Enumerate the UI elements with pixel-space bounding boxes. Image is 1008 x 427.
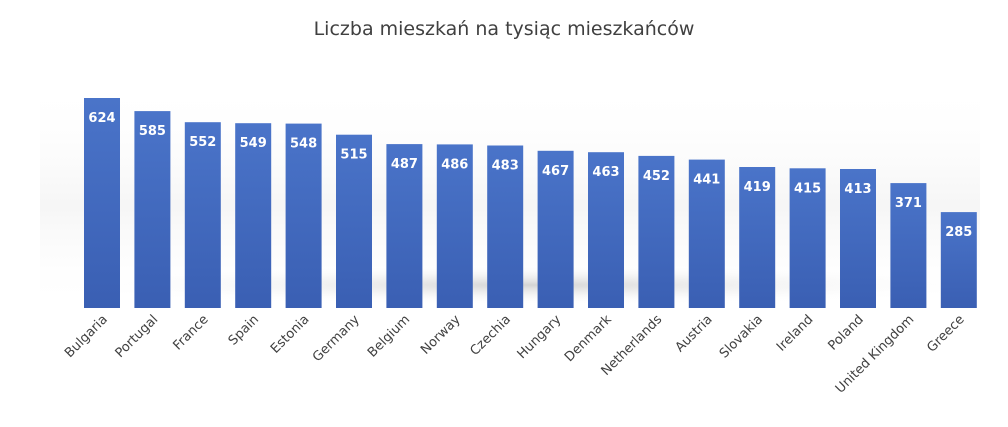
category-label: Belgium	[365, 312, 413, 360]
category-label: Bulgaria	[62, 312, 111, 361]
data-label: 452	[643, 169, 670, 184]
data-label: 419	[744, 180, 771, 195]
bar-greece	[940, 212, 977, 308]
data-label: 285	[945, 225, 972, 240]
category-label: Norway	[418, 312, 464, 358]
data-label: 486	[441, 157, 468, 172]
bar-netherlands	[638, 155, 675, 308]
category-label: Germany	[310, 312, 363, 365]
bar-belgium	[386, 144, 423, 308]
bar-united-kingdom	[890, 183, 927, 308]
bar-portugal	[134, 111, 171, 308]
category-label: Ireland	[774, 312, 816, 354]
data-label: 585	[139, 124, 166, 139]
bar-ireland	[789, 168, 826, 308]
data-label: 552	[189, 135, 216, 150]
bar-germany	[336, 134, 372, 308]
data-label: 413	[844, 182, 871, 197]
data-label: 415	[794, 181, 821, 196]
bar-denmark	[588, 152, 624, 308]
category-label: Czechia	[467, 312, 514, 359]
category-label: Greece	[924, 312, 967, 355]
category-label: Poland	[826, 312, 867, 353]
data-label: 483	[492, 159, 519, 174]
bar-bulgaria	[84, 98, 120, 308]
data-label: 515	[340, 148, 367, 163]
category-label: Estonia	[268, 312, 312, 356]
data-label: 624	[88, 111, 115, 126]
data-label: 441	[693, 173, 720, 188]
category-label: Portugal	[113, 312, 162, 361]
category-label: Austria	[673, 312, 716, 355]
bar-slovakia	[739, 167, 776, 308]
category-label: Spain	[226, 312, 262, 348]
data-label: 371	[895, 196, 922, 211]
bar-austria	[688, 159, 725, 308]
data-label: 487	[391, 157, 418, 172]
data-label: 549	[240, 136, 267, 151]
bar-estonia	[285, 123, 322, 308]
chart-title: Liczba mieszkań na tysiąc mieszkańców	[313, 18, 695, 40]
bar-poland	[840, 169, 876, 308]
bar-hungary	[537, 150, 574, 308]
category-label: France	[170, 312, 211, 353]
category-label: Hungary	[515, 312, 565, 362]
bar-czechia	[487, 145, 524, 308]
bar-france	[184, 122, 221, 308]
data-label: 463	[592, 165, 619, 180]
bar-norway	[436, 144, 473, 308]
category-label: Slovakia	[717, 312, 766, 361]
data-label: 548	[290, 137, 317, 152]
bar-spain	[235, 123, 272, 308]
data-label: 467	[542, 164, 569, 179]
category-label: Denmark	[562, 312, 615, 365]
